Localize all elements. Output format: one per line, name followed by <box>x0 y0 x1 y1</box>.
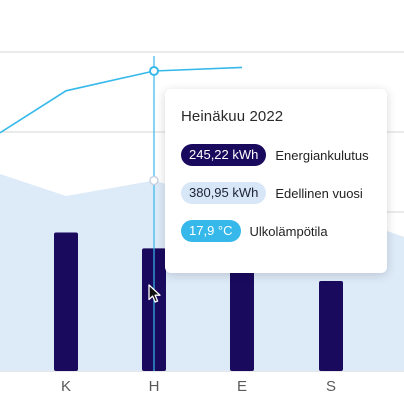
consumption-value-badge: 245,22 kWh <box>181 144 267 166</box>
x-tick-label: K <box>61 378 71 395</box>
tooltip-row-previous-year: 380,95 kWh Edellinen vuosi <box>181 181 387 205</box>
tooltip-row-consumption: 245,22 kWh Energiankulutus <box>181 143 387 167</box>
temperature-marker <box>149 66 159 76</box>
tooltip-row-temperature: 17,9 °C Ulkolämpötila <box>181 219 387 243</box>
previous-year-marker <box>149 175 159 186</box>
previous-year-value-badge: 380,95 kWh <box>181 182 267 204</box>
consumption-bar-s <box>319 281 343 371</box>
chart-tooltip: Heinäkuu 2022 245,22 kWh Energiankulutus… <box>165 89 387 273</box>
x-tick-label: S <box>326 378 336 395</box>
consumption-bar-k <box>54 232 78 371</box>
x-tick-label: H <box>149 378 160 395</box>
x-tick-label: E <box>237 378 247 395</box>
previous-year-label: Edellinen vuosi <box>275 185 363 201</box>
tooltip-title: Heinäkuu 2022 <box>181 108 284 125</box>
temperature-value-badge: 17,9 °C <box>181 220 241 242</box>
temperature-label: Ulkolämpötila <box>249 223 328 239</box>
temperature-line <box>0 66 243 134</box>
mouse-cursor-icon <box>148 284 161 303</box>
consumption-label: Energiankulutus <box>275 147 369 163</box>
